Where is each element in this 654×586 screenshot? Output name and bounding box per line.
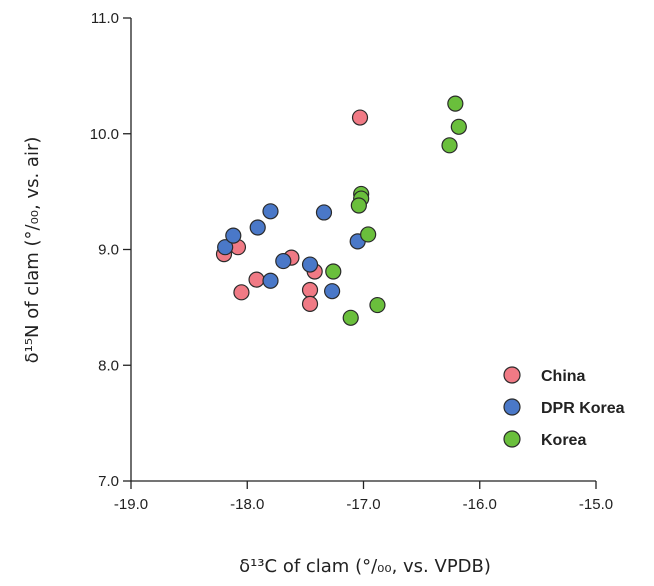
point-china <box>351 109 369 126</box>
point-dpr-korea <box>249 219 266 236</box>
point-china <box>248 271 265 288</box>
point-china <box>233 284 250 301</box>
point-korea <box>369 296 386 314</box>
point-china <box>301 295 319 313</box>
legend-label-korea: Korea <box>541 432 586 449</box>
point-korea <box>450 118 467 135</box>
x-tick-label: -19.0 <box>114 496 148 513</box>
axes: 7.0 8.0 9.0 10.0 11.0 -19.0 -18.0 -17.0 -16.0 -15… <box>90 10 613 513</box>
y-tick-label: 11.0 <box>91 10 119 27</box>
data-points <box>215 95 467 326</box>
point-korea <box>360 226 377 243</box>
legend-label-china: China <box>541 368 586 385</box>
point-korea <box>342 309 359 326</box>
legend-label-dpr-korea: DPR Korea <box>541 400 625 417</box>
point-china <box>301 281 319 299</box>
y-tick-label: 7.0 <box>98 473 119 490</box>
point-dpr-korea <box>315 204 333 221</box>
point-korea <box>325 263 342 280</box>
y-tick-label: 10.0 <box>90 126 119 143</box>
x-axis-title: δ¹³C of clam (°/₀₀, vs. VPDB) <box>239 556 491 577</box>
x-tick-label: -17.0 <box>346 496 380 513</box>
point-dpr-korea <box>225 227 242 244</box>
x-tick-label: -16.0 <box>463 496 497 513</box>
legend-marker-china <box>503 366 521 384</box>
point-korea <box>447 95 464 112</box>
point-dpr-korea <box>275 252 292 270</box>
x-tick-label: -15.0 <box>579 496 613 513</box>
legend: China DPR Korea Korea <box>503 366 625 449</box>
y-axis-title: δ¹⁵N of clam (°/₀₀, vs. air) <box>22 137 43 364</box>
y-tick-label: 9.0 <box>98 242 119 259</box>
y-tick-label: 8.0 <box>98 357 119 374</box>
point-dpr-korea <box>324 283 341 300</box>
point-korea <box>441 137 458 154</box>
point-dpr-korea <box>262 203 279 220</box>
point-dpr-korea <box>301 256 319 273</box>
x-tick-label: -18.0 <box>230 496 264 513</box>
legend-marker-korea <box>503 430 521 448</box>
point-korea <box>350 197 367 214</box>
point-dpr-korea <box>262 272 279 289</box>
legend-marker-dpr-korea <box>503 398 521 416</box>
point-dpr-korea <box>217 239 234 256</box>
